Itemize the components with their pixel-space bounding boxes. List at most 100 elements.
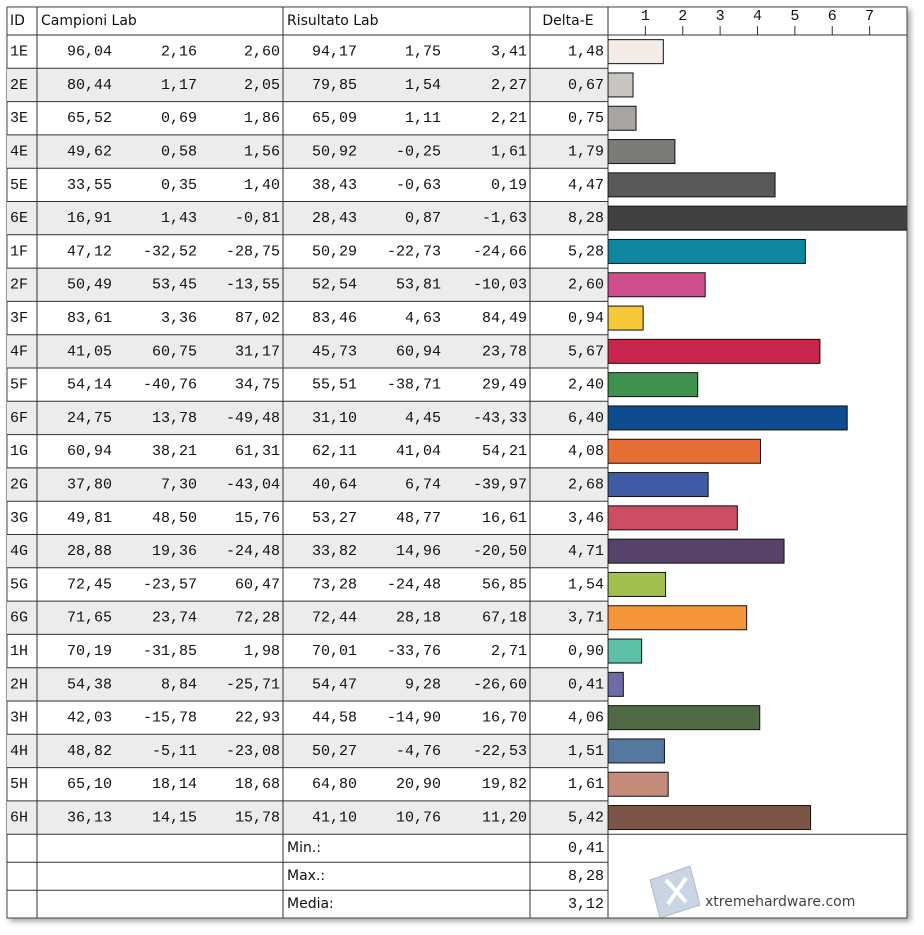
sample-value: 1,40 bbox=[244, 177, 280, 194]
row-id: 3E bbox=[10, 110, 28, 127]
result-value: -20,50 bbox=[473, 543, 527, 560]
sample-value: 61,31 bbox=[235, 443, 280, 460]
result-value: 6,74 bbox=[405, 477, 441, 494]
x-tick-label: 1 bbox=[641, 8, 650, 25]
bar bbox=[608, 72, 634, 98]
result-value: 54,21 bbox=[482, 443, 527, 460]
result-value: 50,27 bbox=[312, 743, 357, 760]
sample-value: -49,48 bbox=[226, 410, 280, 427]
sample-value: 18,68 bbox=[235, 776, 280, 793]
sample-value: 15,78 bbox=[235, 810, 280, 827]
bar bbox=[608, 505, 738, 531]
x-tick-label: 2 bbox=[678, 8, 687, 25]
result-value: 40,64 bbox=[312, 477, 357, 494]
delta-value: 1,48 bbox=[568, 44, 604, 61]
row-shade bbox=[7, 534, 608, 568]
result-value: 64,80 bbox=[312, 776, 357, 793]
sample-value: -23,08 bbox=[226, 743, 280, 760]
bar bbox=[608, 705, 761, 731]
delta-value: 8,28 bbox=[568, 210, 604, 227]
delta-value: 2,60 bbox=[568, 277, 604, 294]
result-value: 10,76 bbox=[396, 810, 441, 827]
result-value: -10,03 bbox=[473, 277, 527, 294]
sample-value: 54,38 bbox=[67, 676, 112, 693]
row-shade bbox=[7, 800, 608, 835]
sample-value: 22,93 bbox=[235, 710, 280, 727]
row-id: 2H bbox=[10, 676, 28, 693]
result-value: 4,63 bbox=[405, 310, 441, 327]
delta-value: 4,47 bbox=[568, 177, 604, 194]
result-value: 94,17 bbox=[312, 44, 357, 61]
result-value: 83,46 bbox=[312, 310, 357, 327]
sample-value: 50,49 bbox=[67, 277, 112, 294]
sample-value: 7,30 bbox=[161, 477, 197, 494]
result-value: 44,58 bbox=[312, 710, 357, 727]
sample-value: 38,21 bbox=[152, 443, 197, 460]
bar bbox=[608, 272, 706, 298]
sample-value: 0,35 bbox=[161, 177, 197, 194]
row-id: 6G bbox=[10, 610, 28, 627]
row-id: 1H bbox=[10, 643, 28, 660]
x-tick-label: 7 bbox=[865, 8, 874, 25]
row-id: 4F bbox=[10, 343, 28, 360]
summary-label: Max.: bbox=[287, 868, 325, 884]
sample-value: 33,55 bbox=[67, 177, 112, 194]
result-value: 72,44 bbox=[312, 610, 357, 627]
result-value: 1,61 bbox=[491, 144, 527, 161]
sample-value: 87,02 bbox=[235, 310, 280, 327]
row-id: 1E bbox=[10, 44, 28, 61]
sample-value: 72,28 bbox=[235, 610, 280, 627]
sample-value: -0,81 bbox=[235, 210, 280, 227]
result-value: -0,63 bbox=[396, 177, 441, 194]
row-id: 4G bbox=[10, 543, 28, 560]
row-id: 3G bbox=[10, 510, 28, 527]
result-value: 50,92 bbox=[312, 144, 357, 161]
sample-value: 65,52 bbox=[67, 110, 112, 127]
bar bbox=[608, 405, 848, 431]
sample-value: -25,71 bbox=[226, 676, 280, 693]
row-shade bbox=[7, 268, 608, 302]
result-value: 2,71 bbox=[491, 643, 527, 660]
sample-value: 60,47 bbox=[235, 576, 280, 593]
sample-value: 49,62 bbox=[67, 144, 112, 161]
result-value: -26,60 bbox=[473, 676, 527, 693]
row-shade bbox=[7, 601, 608, 635]
bar bbox=[608, 305, 644, 331]
row-id: 3F bbox=[10, 310, 28, 327]
bar bbox=[608, 338, 821, 364]
result-value: -0,25 bbox=[396, 144, 441, 161]
delta-value: 4,08 bbox=[568, 443, 604, 460]
watermark-logo bbox=[649, 865, 701, 919]
result-value: 62,11 bbox=[312, 443, 357, 460]
delta-value: 2,68 bbox=[568, 477, 604, 494]
sample-value: 1,98 bbox=[244, 643, 280, 660]
sample-value: 65,10 bbox=[67, 776, 112, 793]
result-value: 1,11 bbox=[405, 110, 441, 127]
row-shade bbox=[7, 201, 608, 235]
bar bbox=[608, 605, 748, 631]
result-value: 60,94 bbox=[396, 343, 441, 360]
sample-value: 36,13 bbox=[67, 810, 112, 827]
sample-value: 23,74 bbox=[152, 610, 197, 627]
delta-value: 3,46 bbox=[568, 510, 604, 527]
row-id: 4E bbox=[10, 144, 28, 161]
sample-value: 60,94 bbox=[67, 443, 112, 460]
result-value: 55,51 bbox=[312, 377, 357, 394]
sample-value: 31,17 bbox=[235, 343, 280, 360]
sample-value: 1,43 bbox=[161, 210, 197, 227]
row-id: 1G bbox=[10, 443, 28, 460]
row-shade bbox=[7, 734, 608, 768]
result-value: 2,21 bbox=[491, 110, 527, 127]
sample-value: 1,86 bbox=[244, 110, 280, 127]
x-tick-label: 5 bbox=[790, 8, 799, 25]
result-value: 45,73 bbox=[312, 343, 357, 360]
delta-value: 0,67 bbox=[568, 77, 604, 94]
bar bbox=[608, 472, 709, 498]
row-id: 6E bbox=[10, 210, 28, 227]
bar bbox=[608, 771, 669, 797]
result-value: -38,71 bbox=[387, 377, 441, 394]
result-value: 28,43 bbox=[312, 210, 357, 227]
delta-value: 0,94 bbox=[568, 310, 604, 327]
delta-value: 1,79 bbox=[568, 144, 604, 161]
bar bbox=[608, 738, 665, 764]
